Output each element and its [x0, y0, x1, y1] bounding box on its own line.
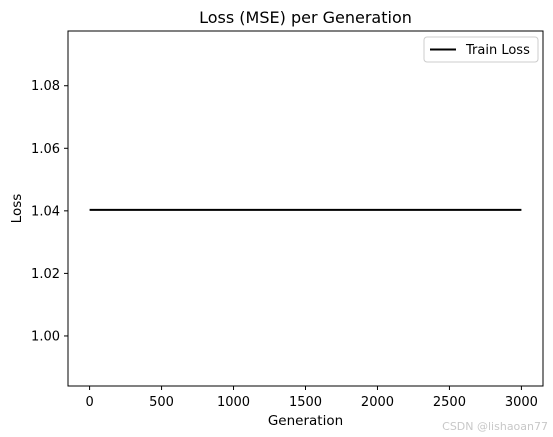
y-tick-label: 1.08: [31, 79, 60, 94]
x-tick-label: 0: [85, 395, 93, 410]
y-tick-label: 1.04: [31, 204, 60, 219]
watermark: CSDN @lishaoan77: [442, 420, 548, 433]
x-tick-label: 2000: [361, 395, 394, 410]
chart-title: Loss (MSE) per Generation: [199, 8, 412, 27]
axes-frame: [67, 30, 544, 387]
legend: Train Loss: [423, 36, 539, 63]
y-tick-label: 1.06: [31, 142, 60, 157]
x-tick-label: 1000: [217, 395, 250, 410]
plot-area: 0 500 1000 1500 2000 2500 3000 1.00 1.02 1.04 1.06…: [31, 30, 544, 410]
y-tick-label: 1.02: [31, 267, 60, 282]
x-tick-label: 3000: [505, 395, 538, 410]
legend-box: [423, 36, 539, 63]
x-axis-label: Generation: [268, 413, 343, 429]
legend-label-train-loss: Train Loss: [465, 43, 530, 58]
x-tick-label: 500: [149, 395, 174, 410]
y-tick-label: 1.00: [31, 329, 60, 344]
y-axis-label: Loss: [9, 194, 25, 224]
x-tick-label: 2500: [433, 395, 466, 410]
x-tick-label: 1500: [289, 395, 322, 410]
